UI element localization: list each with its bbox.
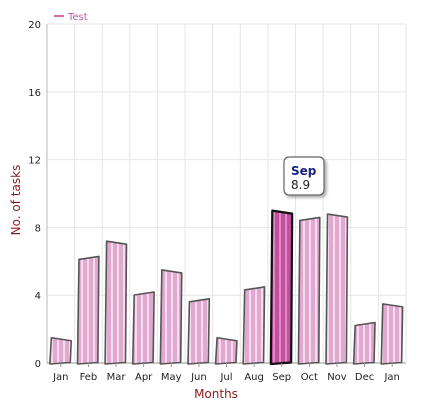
x-tick-label: Oct bbox=[301, 372, 318, 383]
bar-sep[interactable] bbox=[269, 209, 294, 366]
x-tick-label: Apr bbox=[135, 372, 153, 383]
legend[interactable]: Test bbox=[54, 12, 88, 23]
bar-apr[interactable] bbox=[131, 291, 155, 365]
y-tick-label: 16 bbox=[28, 88, 41, 99]
bar-dec[interactable] bbox=[352, 321, 376, 365]
x-tick-label: Dec bbox=[355, 372, 374, 383]
y-tick-label: 0 bbox=[35, 359, 41, 370]
x-tick-label: May bbox=[161, 372, 182, 383]
bars bbox=[49, 209, 404, 366]
tooltip: Sep 8.9 bbox=[283, 156, 325, 196]
tooltip-value: 8.9 bbox=[291, 178, 310, 192]
y-axis: 0 4 8 12 16 20 bbox=[28, 20, 41, 370]
bar-feb[interactable] bbox=[76, 255, 100, 365]
x-tick-label: Jan bbox=[383, 372, 399, 383]
x-tick-label: Aug bbox=[244, 372, 264, 383]
y-tick-label: 4 bbox=[35, 291, 41, 302]
y-tick-label: 12 bbox=[28, 156, 41, 167]
x-tick-label: Jul bbox=[219, 372, 232, 383]
bar-jan-next[interactable] bbox=[380, 303, 404, 365]
x-axis: Jan Feb Mar Apr May Jun Jul Aug Sep Oct Nov Dec Jan bbox=[52, 363, 400, 383]
tooltip-category: Sep bbox=[291, 164, 317, 178]
x-tick-label: Jun bbox=[190, 372, 207, 383]
bar-aug[interactable] bbox=[242, 286, 266, 365]
bar-nov[interactable] bbox=[325, 213, 349, 365]
bar-mar[interactable] bbox=[104, 240, 128, 365]
y-axis-title: No. of tasks bbox=[9, 165, 23, 236]
bar-jul[interactable] bbox=[214, 336, 238, 365]
x-tick-label: Jan bbox=[52, 372, 68, 383]
x-axis-title: Months bbox=[194, 387, 238, 401]
x-tick-label: Mar bbox=[107, 372, 127, 383]
bar-jan[interactable] bbox=[49, 336, 73, 365]
grid bbox=[46, 23, 407, 364]
legend-label-test: Test bbox=[67, 12, 88, 23]
bar-may[interactable] bbox=[159, 269, 183, 365]
y-tick-label: 8 bbox=[35, 223, 41, 234]
tooltip-box bbox=[283, 156, 325, 196]
x-tick-label: Feb bbox=[80, 372, 98, 383]
x-tick-label: Sep bbox=[272, 372, 291, 383]
bar-oct[interactable] bbox=[297, 216, 321, 365]
x-tick-label: Nov bbox=[327, 372, 347, 383]
y-tick-label: 20 bbox=[28, 20, 41, 31]
bar-jun[interactable] bbox=[187, 297, 211, 365]
